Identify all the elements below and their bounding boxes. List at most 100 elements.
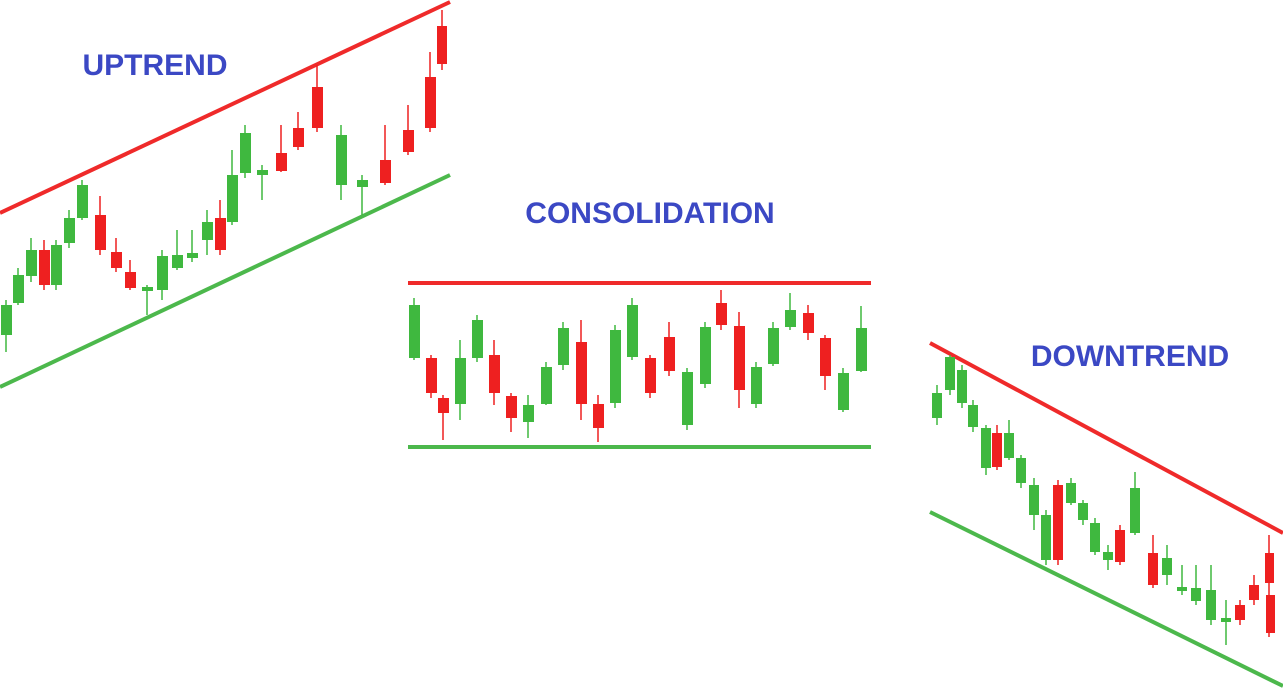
candle [1016,455,1026,488]
candle [981,425,991,475]
candle [932,385,942,425]
candle [1066,478,1076,505]
body [576,342,587,404]
body [1206,590,1216,620]
candle [664,322,675,376]
candle [1090,518,1100,555]
body [77,185,88,218]
candle [1221,600,1231,645]
body [957,370,967,403]
body [981,428,991,468]
candle [1162,545,1172,585]
body [472,320,483,358]
body [438,398,449,413]
body [1,305,12,335]
candle [506,393,517,432]
body [820,338,831,376]
body [523,405,534,422]
body [627,305,638,357]
body [700,327,711,384]
body [26,250,37,276]
body [1266,595,1275,633]
candle [240,125,251,178]
candle [1191,565,1201,605]
body [39,250,50,285]
body [380,160,391,183]
body [716,303,727,325]
candle [157,250,168,300]
body [215,218,226,250]
candle [627,298,638,360]
body [506,396,517,418]
body [1103,552,1113,560]
candle [838,368,849,412]
body [64,218,75,243]
downtrend-candles [932,355,1275,645]
candle [682,368,693,430]
body [1016,458,1026,483]
body [558,328,569,365]
candle [111,238,122,272]
body [187,253,198,258]
candle [172,230,183,270]
body [409,305,420,358]
body [1115,530,1125,562]
candle [593,395,604,442]
body [157,256,168,290]
body [437,26,447,64]
body [403,130,414,152]
body [172,255,183,268]
candle [276,125,287,172]
candle [77,180,88,220]
body [125,272,136,288]
body [751,367,762,404]
candle [336,125,347,200]
candle [426,355,437,398]
candle [39,240,50,290]
support-line [929,510,1283,688]
candle [455,340,466,420]
candle [64,210,75,248]
candle [13,268,24,305]
body [1177,587,1187,591]
candle [257,165,268,200]
body [1066,483,1076,503]
body [1090,523,1100,552]
candle [227,150,238,225]
candle [785,293,796,330]
candle [1235,600,1245,625]
candle [142,285,153,315]
candle [1148,535,1158,588]
body [1265,553,1274,583]
body [240,133,251,173]
candle [751,362,762,408]
body [489,355,500,393]
candle [437,10,447,70]
candle [576,320,587,420]
body [610,330,621,403]
body [768,328,779,364]
candle [700,322,711,388]
candle [380,125,391,185]
candle [945,355,955,395]
body [1249,585,1259,600]
candle [1053,480,1063,565]
candle [558,322,569,370]
candle [1130,472,1140,535]
downtrend-label: DOWNTREND [1031,340,1229,373]
body [426,358,437,393]
candle [992,425,1002,470]
candle [26,238,37,282]
body [932,393,942,418]
body [1235,605,1245,620]
body [51,245,62,285]
candle [1,300,12,352]
candle [856,306,867,372]
body [276,153,287,171]
candle [1177,565,1187,595]
consolidation-candles [409,290,867,442]
candle [803,305,814,340]
body [593,404,604,428]
candle [438,395,449,440]
